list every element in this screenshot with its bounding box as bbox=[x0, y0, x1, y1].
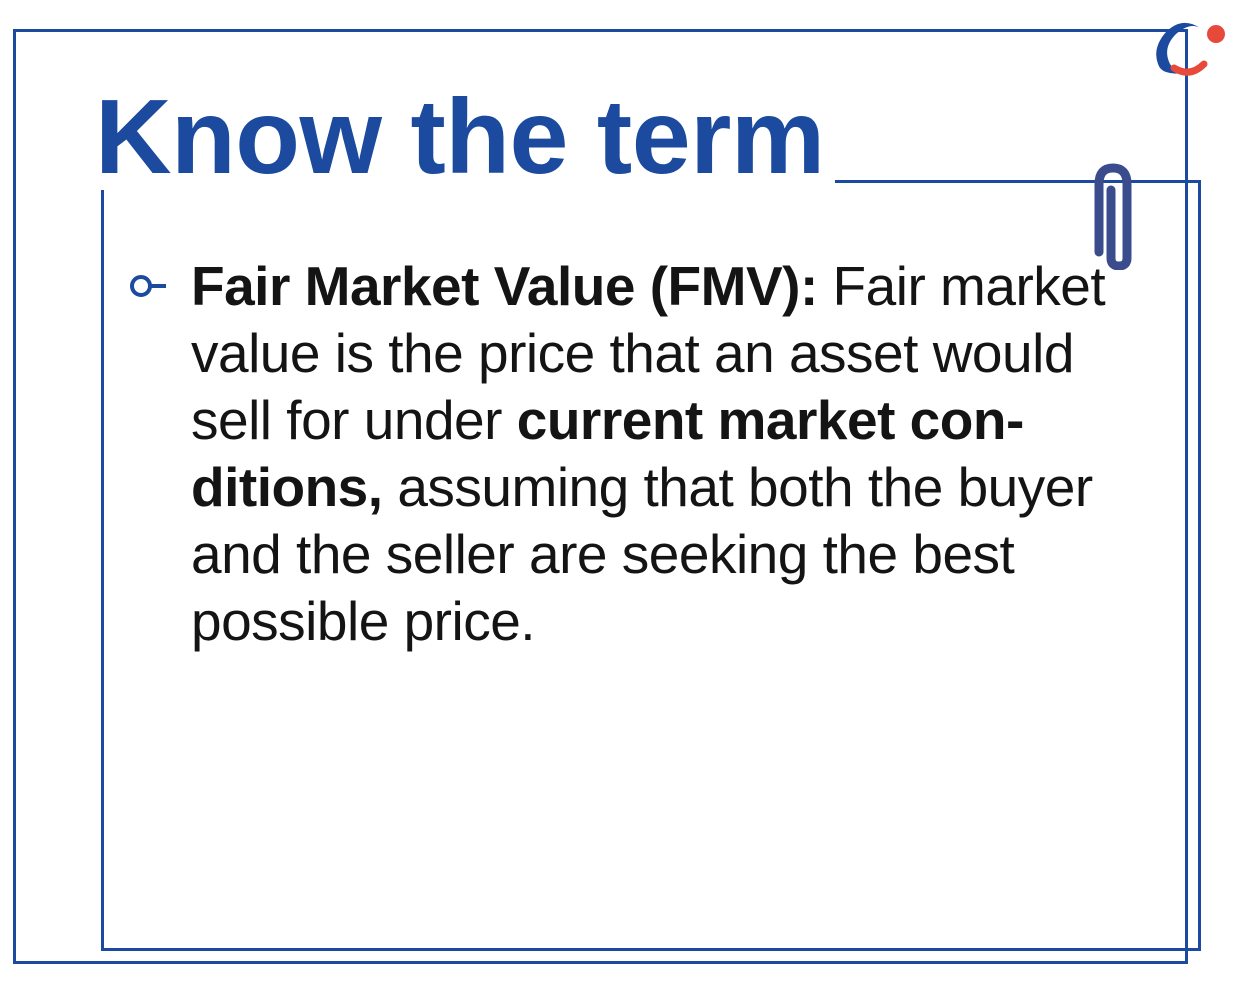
brand-logo-icon bbox=[1150, 18, 1228, 76]
paperclip-icon bbox=[1085, 160, 1133, 270]
definition-term: Fair Market Value (FMV): bbox=[191, 255, 818, 317]
definition-text: Fair Market Value (FMV): Fair market val… bbox=[191, 253, 1131, 656]
card-title: Know the term bbox=[95, 84, 835, 190]
bullet-ring-icon bbox=[130, 275, 152, 297]
